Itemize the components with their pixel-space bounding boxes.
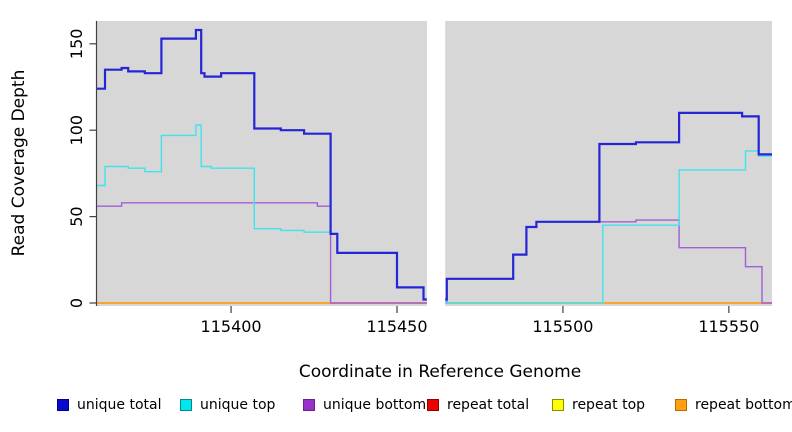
legend-swatch-repeat-bottom — [675, 399, 687, 411]
assembly-gap-band — [426, 20, 446, 307]
series-unique-top-line — [97, 124, 772, 304]
x-tick-label: 115400 — [201, 317, 262, 336]
x-tick-label: 115450 — [366, 317, 427, 336]
legend-label: repeat top — [572, 397, 646, 413]
legend-swatch-repeat-top — [552, 399, 564, 411]
legend: unique total unique top unique bottom repea… — [0, 396, 792, 418]
y-axis-label: Read Coverage Depth — [9, 70, 29, 257]
ticks-group: 115400 115450 115500 115550 0 50 100 150 — [67, 29, 759, 336]
legend-label: unique total — [77, 397, 162, 413]
legend-label: unique bottom — [323, 397, 427, 413]
legend-swatch-unique-total — [57, 399, 69, 411]
legend-label: repeat bottom — [695, 397, 792, 413]
y-tick-label: 0 — [67, 298, 86, 308]
legend-item-repeat-top: repeat top — [552, 396, 645, 414]
x-axis-label: Coordinate in Reference Genome — [299, 362, 581, 382]
y-tick-label: 150 — [67, 29, 86, 60]
y-tick-label: 100 — [67, 115, 86, 146]
legend-item-unique-bottom: unique bottom — [303, 396, 426, 414]
legend-label: unique top — [200, 397, 276, 413]
legend-item-unique-top: unique top — [180, 396, 275, 414]
legend-swatch-unique-top — [180, 399, 192, 411]
legend-label: repeat total — [447, 397, 530, 413]
series-unique-total-line — [97, 28, 772, 301]
legend-item-unique-total: unique total — [57, 396, 161, 414]
legend-item-repeat-bottom: repeat bottom — [675, 396, 792, 414]
y-tick-label: 50 — [67, 206, 86, 226]
x-tick-label: 115500 — [532, 317, 593, 336]
x-tick-label: 115550 — [698, 317, 759, 336]
legend-item-repeat-total: repeat total — [427, 396, 529, 414]
legend-swatch-unique-bottom — [303, 399, 315, 411]
legend-swatch-repeat-total — [427, 399, 439, 411]
